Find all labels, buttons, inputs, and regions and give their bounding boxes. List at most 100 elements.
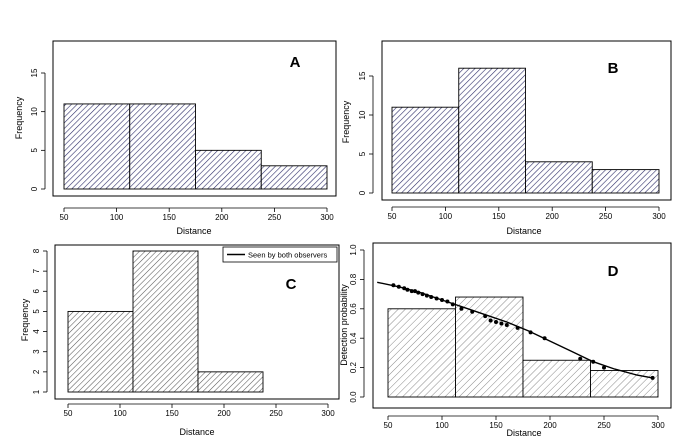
x-tick-label: 300 — [651, 421, 665, 430]
plot-frame — [381, 40, 672, 201]
histogram-bar — [458, 67, 526, 194]
x-tick-label: 250 — [599, 212, 613, 221]
data-point — [405, 287, 410, 292]
panel-c: Frequency Distance C Seen by both observ… — [20, 244, 340, 437]
x-tick-label: 100 — [439, 212, 453, 221]
data-point — [515, 325, 520, 330]
data-point — [470, 309, 475, 314]
plot-frame — [372, 242, 672, 409]
data-point — [459, 306, 464, 311]
y-tick-label: 5 — [30, 148, 39, 153]
y-tick-label: 8 — [32, 248, 41, 253]
data-point — [416, 290, 421, 295]
y-axis-label: Detection probability — [339, 284, 349, 366]
y-axis-label: Frequency — [14, 96, 24, 139]
data-point — [483, 314, 488, 319]
data-point — [578, 356, 583, 361]
data-point — [429, 295, 434, 300]
y-tick-label: 4 — [32, 329, 41, 334]
x-axis-label: Distance — [179, 427, 214, 437]
panel-label: D — [608, 263, 619, 280]
data-point — [391, 283, 396, 288]
histogram-bar — [67, 310, 134, 393]
x-axis-label: Distance — [506, 428, 541, 438]
x-tick-label: 250 — [268, 213, 282, 222]
data-point — [434, 296, 439, 301]
panel-label: A — [290, 54, 301, 71]
histogram-bar — [63, 103, 131, 190]
y-tick-label: 15 — [358, 71, 367, 80]
data-point — [409, 289, 414, 294]
data-point — [542, 336, 547, 341]
x-tick-label: 200 — [543, 421, 557, 430]
x-tick-label: 200 — [217, 409, 231, 418]
panel-label: C — [286, 276, 297, 293]
data-point — [499, 321, 504, 326]
histogram-bar — [525, 161, 593, 194]
data-point — [420, 292, 425, 297]
legend-label: Seen by both observers — [248, 251, 327, 260]
data-point — [488, 318, 493, 323]
y-tick-label: 6 — [32, 289, 41, 294]
y-axis-label: Frequency — [341, 100, 351, 143]
data-point — [528, 330, 533, 335]
data-point — [440, 297, 444, 302]
data-point — [602, 365, 606, 370]
y-tick-label: 0.2 — [349, 361, 358, 373]
x-tick-label: 300 — [652, 212, 666, 221]
x-tick-label: 100 — [110, 213, 124, 222]
x-tick-label: 300 — [321, 409, 335, 418]
x-tick-label: 200 — [546, 212, 560, 221]
legend-box — [222, 246, 338, 263]
histogram-bar — [455, 296, 524, 398]
data-point — [424, 293, 429, 298]
y-tick-label: 15 — [30, 68, 39, 77]
data-point — [504, 322, 509, 327]
y-tick-label: 7 — [32, 268, 41, 273]
y-tick-label: 1.0 — [349, 244, 358, 256]
panel-b: Frequency Distance B 50 100 150 200 250 300 0 5… — [341, 40, 672, 236]
histogram-bar — [391, 106, 460, 194]
x-tick-label: 250 — [269, 409, 283, 418]
x-tick-label: 100 — [435, 421, 449, 430]
y-tick-label: 0.4 — [349, 332, 358, 344]
panel-d: Detection probability Distance D 50 100 15… — [339, 242, 672, 438]
histogram-bar — [129, 103, 196, 190]
data-point — [413, 289, 417, 294]
panel-label: B — [608, 60, 619, 77]
data-point — [650, 375, 655, 380]
plot-frame — [54, 244, 340, 400]
y-tick-label: 0.0 — [349, 391, 358, 403]
x-tick-label: 50 — [384, 421, 393, 430]
histogram-bar — [132, 250, 199, 393]
y-tick-label: 3 — [32, 349, 41, 354]
histogram-bar — [522, 359, 591, 398]
panel-a: Frequency Distance A 50 100 150 200 250 300 0 5… — [14, 40, 337, 236]
y-tick-label: 10 — [358, 110, 367, 119]
x-tick-label: 200 — [215, 213, 229, 222]
y-axis-label: Frequency — [14, 96, 24, 139]
x-tick-label: 150 — [489, 421, 503, 430]
legend: Seen by both observers — [222, 246, 338, 263]
y-tick-label: 10 — [30, 107, 39, 116]
histogram-bar — [260, 165, 328, 190]
y-tick-label: 0 — [358, 190, 367, 195]
y-tick-label: 0 — [30, 186, 39, 191]
x-tick-label: 250 — [597, 421, 611, 430]
histogram-bar — [387, 308, 456, 398]
histogram-bar — [590, 370, 659, 398]
x-axis-label: Distance — [176, 226, 211, 236]
data-point — [450, 302, 455, 307]
y-tick-label: 5 — [32, 309, 41, 314]
data-point — [396, 284, 401, 289]
y-tick-label: 0.8 — [349, 273, 358, 285]
y-tick-label: 1 — [32, 389, 41, 394]
x-tick-label: 150 — [165, 409, 179, 418]
x-tick-label: 150 — [163, 213, 177, 222]
y-tick-label: 2 — [32, 369, 41, 374]
y-tick-label: 0.6 — [349, 303, 358, 315]
x-axis-label: Distance — [506, 226, 541, 236]
plot-frame — [52, 40, 337, 197]
y-tick-label: 5 — [358, 151, 367, 156]
